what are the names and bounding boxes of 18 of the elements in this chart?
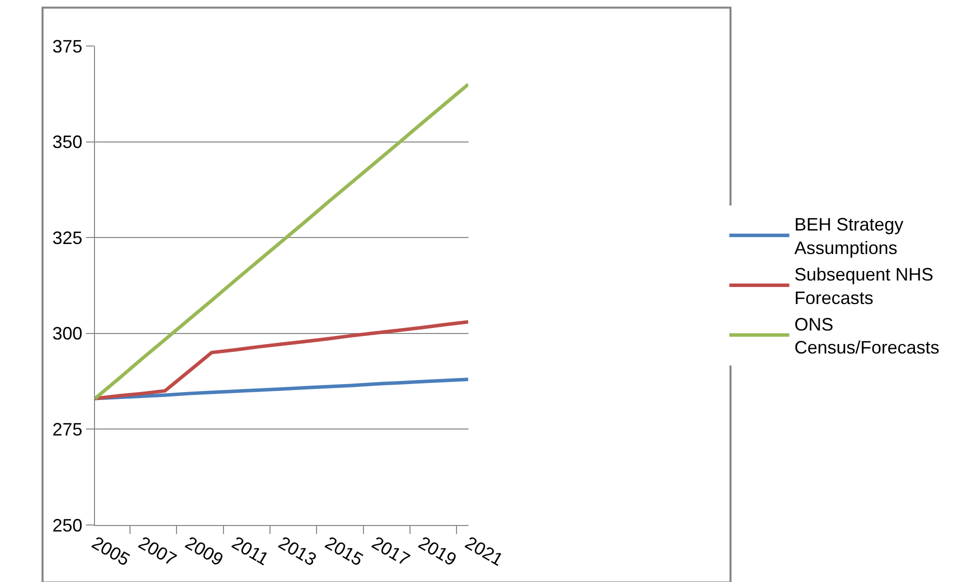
x-tick-label: 2011 [228,532,272,570]
legend-label: BEH Strategy Assumptions [794,214,904,258]
y-tick-label: 350 [52,132,82,152]
y-tick-label: 300 [52,324,82,344]
x-tick-label: 2019 [415,532,460,570]
y-tick-label: 275 [52,420,82,440]
x-tick-label: 2013 [275,532,320,570]
x-tick-label: 2009 [182,532,226,570]
y-tick-label: 250 [52,515,82,536]
x-tick-label: 2015 [322,532,366,570]
x-tick-label: 2007 [135,532,180,570]
legend-label: Subsequent NHS Forecasts [794,264,934,308]
x-tick-label: 2017 [368,532,414,570]
x-tick-label: 2005 [88,532,134,570]
x-tick-label: 2021 [462,532,506,570]
y-tick-label: 325 [52,228,82,248]
y-tick-label: 375 [52,36,82,56]
legend-label: ONS Census/Forecasts [794,314,940,358]
